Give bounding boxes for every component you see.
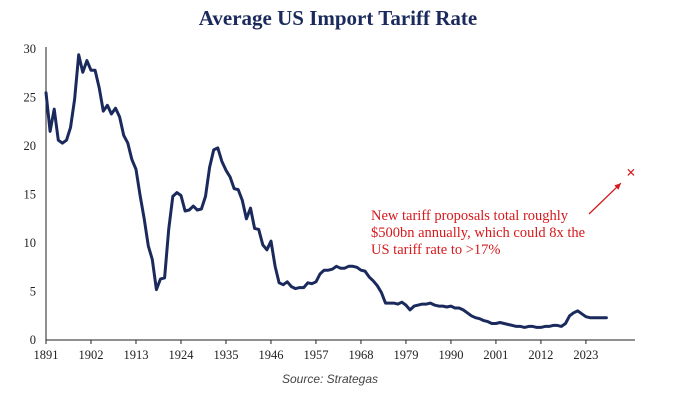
y-tick-label: 30 bbox=[24, 42, 37, 56]
x-tick-label: 2023 bbox=[573, 348, 598, 362]
y-tick-label: 25 bbox=[24, 91, 37, 105]
x-tick-label: 1968 bbox=[348, 348, 373, 362]
x-tick-label: 1935 bbox=[213, 348, 238, 362]
y-tick-label: 20 bbox=[24, 139, 37, 153]
x-tick-label: 2012 bbox=[528, 348, 553, 362]
y-tick-label: 0 bbox=[30, 333, 36, 347]
annotation-text-line: New tariff proposals total roughly bbox=[371, 208, 569, 224]
x-tick-label: 1979 bbox=[393, 348, 418, 362]
annotation-arrowhead bbox=[614, 183, 621, 190]
x-tick-label: 1990 bbox=[438, 348, 463, 362]
x-axis: 1891 1902 1913 1924 1935 1946 1957 1968 1979 1990… bbox=[34, 339, 635, 362]
x-tick-label: 1913 bbox=[123, 348, 148, 362]
tariff-rate-line bbox=[44, 53, 608, 329]
source-note: Source: Strategas bbox=[282, 372, 378, 386]
x-tick-label: 1891 bbox=[34, 348, 59, 362]
y-tick-label: 10 bbox=[24, 236, 37, 250]
x-tick-label: 2001 bbox=[483, 348, 508, 362]
annotation-arrow bbox=[588, 182, 622, 215]
annotation-text-line: $500bn annually, which could 8x the bbox=[371, 225, 585, 241]
y-tick-label: 15 bbox=[24, 188, 37, 202]
y-tick-label: 5 bbox=[30, 285, 36, 299]
x-tick-label: 1924 bbox=[168, 348, 194, 362]
x-tick-label: 1946 bbox=[258, 348, 283, 362]
annotation-group: × New tariff proposals total roughly$500b… bbox=[371, 163, 636, 258]
y-axis: 0 5 10 15 20 25 30 bbox=[24, 42, 47, 347]
x-tick-label: 1902 bbox=[78, 348, 103, 362]
projected-rate-marker: × bbox=[626, 163, 636, 182]
x-tick-label: 1957 bbox=[303, 348, 328, 362]
series-group bbox=[44, 53, 608, 329]
annotation-text-line: US tariff rate to >17% bbox=[371, 242, 501, 258]
chart-title: Average US Import Tariff Rate bbox=[199, 6, 477, 30]
